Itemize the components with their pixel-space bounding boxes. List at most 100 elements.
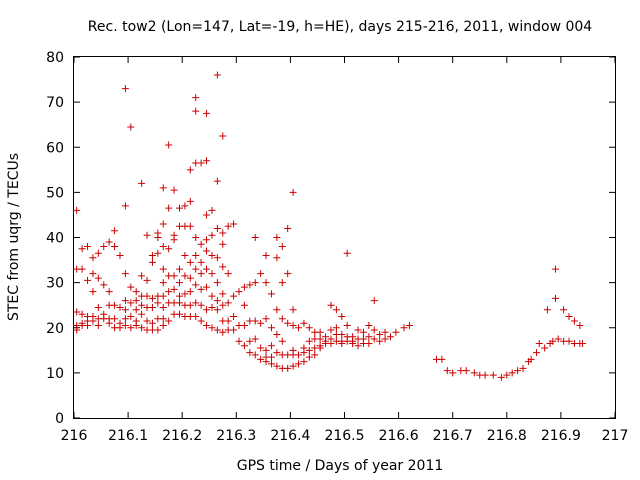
data-point — [175, 292, 183, 300]
data-point — [267, 360, 275, 368]
data-point — [197, 240, 205, 248]
data-point — [365, 333, 373, 341]
data-point — [203, 211, 211, 219]
data-point — [541, 344, 549, 352]
data-point — [159, 303, 167, 311]
data-point — [246, 337, 254, 345]
data-point — [203, 306, 211, 314]
data-point — [462, 367, 470, 375]
data-point — [392, 328, 400, 336]
data-point — [527, 355, 535, 363]
y-tick-label: 30 — [46, 276, 64, 292]
data-point — [203, 283, 211, 291]
data-point — [121, 321, 129, 329]
data-point — [230, 220, 238, 228]
data-point — [192, 94, 200, 102]
data-point — [127, 299, 135, 307]
data-point — [514, 367, 522, 375]
data-point — [132, 306, 140, 314]
data-point — [305, 324, 313, 332]
data-point — [121, 315, 129, 323]
data-point — [359, 328, 367, 336]
data-point — [138, 272, 146, 280]
data-point — [565, 312, 573, 320]
x-tick-label: 216 — [61, 428, 88, 444]
data-point — [127, 324, 135, 332]
data-point — [327, 326, 335, 334]
data-point — [257, 344, 265, 352]
y-tick-label: 20 — [46, 321, 64, 337]
data-point — [365, 321, 373, 329]
data-point — [186, 222, 194, 230]
data-point — [316, 328, 324, 336]
data-point — [289, 306, 297, 314]
data-point — [127, 312, 135, 320]
y-tick-label: 50 — [46, 185, 64, 201]
data-point — [148, 294, 156, 302]
data-point — [116, 303, 124, 311]
data-point — [197, 270, 205, 278]
data-point — [105, 288, 113, 296]
data-point — [219, 132, 227, 140]
data-point — [262, 315, 270, 323]
data-point — [278, 337, 286, 345]
data-point — [203, 236, 211, 244]
data-point — [138, 301, 146, 309]
data-point — [143, 292, 151, 300]
data-point — [213, 306, 221, 314]
data-point — [240, 342, 248, 350]
data-point — [289, 188, 297, 196]
x-tick-label: 216.7 — [433, 428, 473, 444]
data-point — [327, 301, 335, 309]
data-point — [579, 340, 587, 348]
data-point — [262, 252, 270, 260]
data-point — [481, 371, 489, 379]
data-point — [224, 317, 232, 325]
data-point — [219, 240, 227, 248]
data-point — [89, 288, 97, 296]
data-point — [208, 231, 216, 239]
data-point — [219, 229, 227, 237]
y-tick-label: 70 — [46, 95, 64, 111]
data-point — [197, 301, 205, 309]
data-point — [121, 202, 129, 210]
data-point — [273, 362, 281, 370]
data-point — [251, 335, 259, 343]
data-point — [219, 328, 227, 336]
data-point — [365, 340, 373, 348]
y-axis-title: STEC from uqrg / TECUs — [6, 153, 22, 321]
data-point — [224, 222, 232, 230]
data-point — [143, 317, 151, 325]
data-point — [78, 245, 86, 253]
data-point — [246, 281, 254, 289]
data-point — [89, 317, 97, 325]
data-point — [240, 321, 248, 329]
data-point — [519, 364, 527, 372]
chart-title: Rec. tow2 (Lon=147, Lat=-19, h=HE), days… — [88, 19, 592, 35]
data-point — [533, 349, 541, 357]
data-point — [224, 270, 232, 278]
data-point — [111, 315, 119, 323]
data-point — [94, 249, 102, 257]
data-point — [262, 358, 270, 366]
data-point — [148, 319, 156, 327]
data-point — [78, 265, 86, 273]
x-tick-label: 216.9 — [541, 428, 581, 444]
data-point — [208, 206, 216, 214]
data-point — [565, 337, 573, 345]
data-point — [213, 224, 221, 232]
data-point — [535, 340, 543, 348]
data-point — [127, 123, 135, 131]
data-point — [197, 285, 205, 293]
data-point — [89, 254, 97, 262]
data-point — [213, 326, 221, 334]
data-point — [316, 344, 324, 352]
data-point — [289, 362, 297, 370]
data-point — [327, 340, 335, 348]
data-point — [186, 274, 194, 282]
data-point — [181, 252, 189, 260]
data-point — [470, 369, 478, 377]
data-point — [257, 319, 265, 327]
data-point — [138, 310, 146, 318]
x-tick-label: 216.1 — [108, 428, 148, 444]
